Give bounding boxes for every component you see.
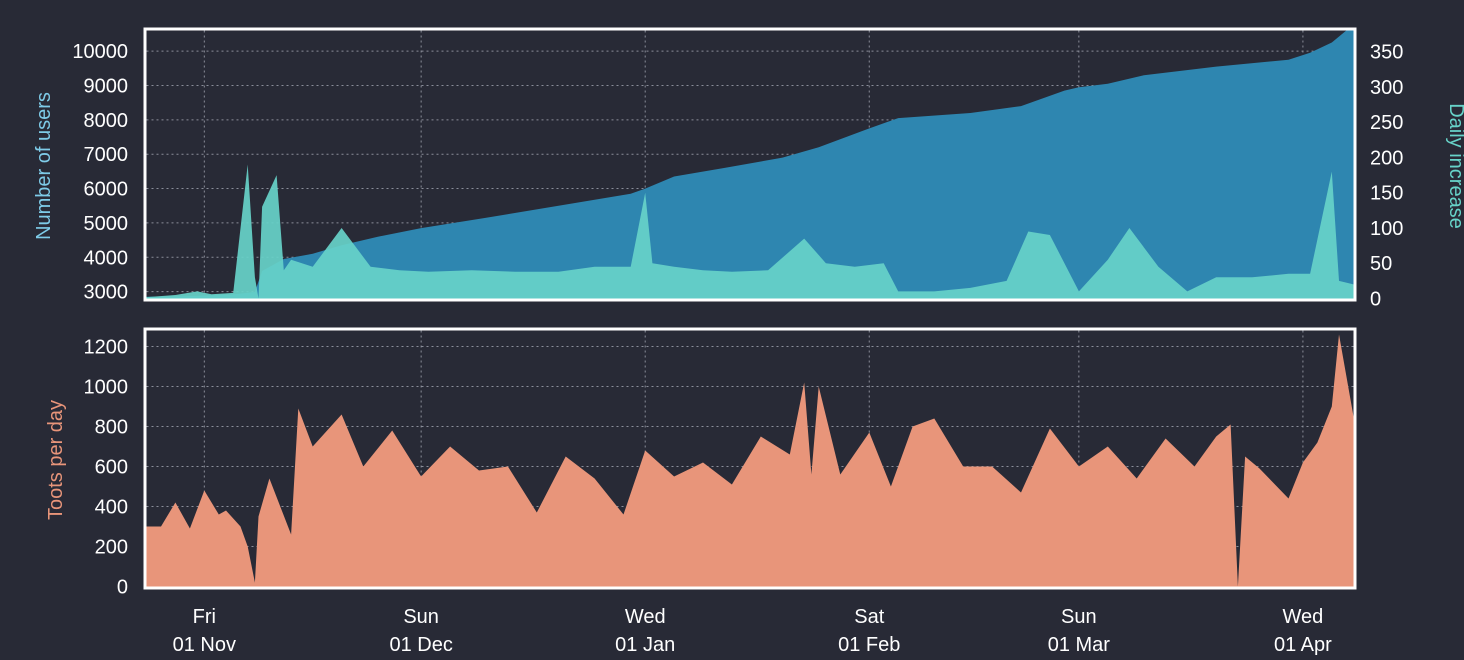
daily-axis-ticks: 0 50 100 150 200 250 300 350: [1370, 42, 1403, 311]
users-panel-frame: [143, 27, 1357, 302]
users-axis-ticks: 3000 4000 5000 6000 7000 8000 9000 10000: [72, 41, 128, 304]
toots-axis-ticks: 0 200 400 600 800 1000 1200: [84, 337, 129, 599]
daily-tick-label: 200: [1370, 147, 1403, 169]
users-tick-label: 9000: [84, 75, 129, 97]
date-tick-label: 01 Jan: [615, 634, 675, 656]
date-axis-ticks: Fri 01 Nov Sun 01 Dec Wed 01 Jan Sat 01 Feb Sun 0…: [173, 606, 1333, 656]
daily-tick-label: 250: [1370, 112, 1403, 134]
users-tick-label: 8000: [84, 110, 129, 132]
users-tick-label: 6000: [84, 179, 129, 201]
date-tick-label: 01 Feb: [838, 634, 900, 656]
date-tick-weekday: Wed: [625, 606, 666, 628]
toots-area: [146, 334, 1354, 587]
toots-tick-label: 200: [95, 537, 128, 559]
toots-tick-label: 1000: [84, 377, 129, 399]
toots-panel-frame: [143, 327, 1357, 590]
users-axis-title: Number of users: [33, 92, 55, 240]
users-panel: 3000 4000 5000 6000 7000 8000 9000 10000 0 50 100…: [33, 27, 1464, 311]
users-tick-label: 5000: [84, 213, 129, 235]
date-tick-weekday: Sun: [403, 606, 439, 628]
users-area: [146, 30, 1354, 299]
daily-tick-label: 0: [1370, 289, 1381, 311]
date-tick-label: 01 Nov: [173, 634, 236, 656]
toots-panel-marks: [146, 334, 1354, 587]
users-tick-label: 10000: [72, 41, 128, 63]
toots-tick-label: 800: [95, 417, 128, 439]
toots-axis-title: Toots per day: [45, 400, 67, 520]
toots-tick-label: 600: [95, 457, 128, 479]
daily-tick-label: 150: [1370, 183, 1403, 205]
daily-tick-label: 50: [1370, 253, 1392, 275]
daily-tick-label: 100: [1370, 218, 1403, 240]
date-tick-weekday: Fri: [193, 606, 216, 628]
date-tick-label: 01 Apr: [1274, 634, 1332, 656]
toots-tick-label: 400: [95, 497, 128, 519]
date-tick-weekday: Sun: [1061, 606, 1097, 628]
users-tick-label: 3000: [84, 282, 129, 304]
toots-panel: 0 200 400 600 800 1000 1200 Toots per day: [45, 327, 1357, 599]
toots-tick-label: 1200: [84, 337, 129, 359]
toots-tick-label: 0: [117, 577, 128, 599]
daily-tick-label: 350: [1370, 42, 1403, 64]
users-tick-label: 7000: [84, 144, 129, 166]
daily-increase-area: [146, 164, 1354, 299]
daily-tick-label: 300: [1370, 77, 1403, 99]
users-tick-label: 4000: [84, 247, 129, 269]
date-tick-weekday: Wed: [1283, 606, 1324, 628]
date-tick-label: 01 Dec: [389, 634, 452, 656]
date-tick-label: 01 Mar: [1048, 634, 1111, 656]
date-tick-weekday: Sat: [854, 606, 884, 628]
daily-axis-title: Daily increase: [1445, 103, 1464, 229]
users-panel-marks: [146, 30, 1354, 299]
